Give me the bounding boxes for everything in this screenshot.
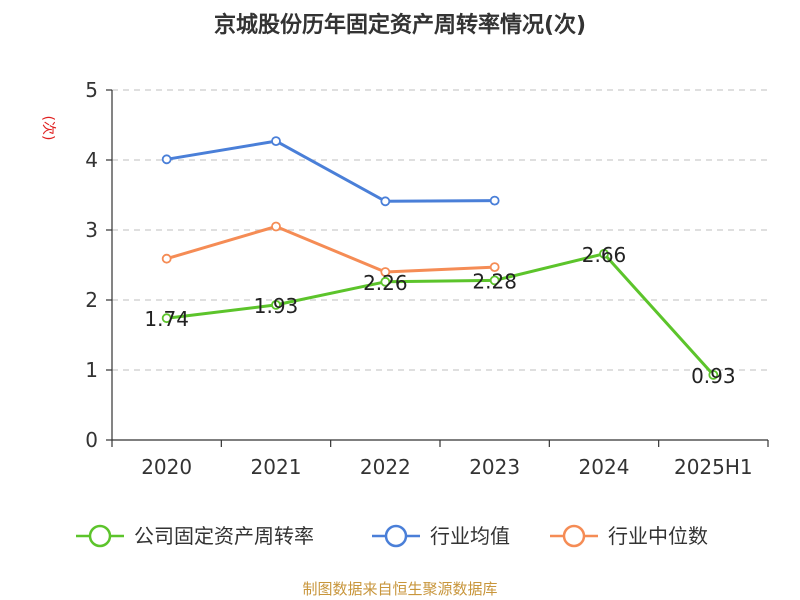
data-label: 2.26: [363, 271, 408, 295]
data-label: 0.93: [691, 364, 736, 388]
legend-label: 行业均值: [430, 524, 510, 548]
y-tick-label: 3: [85, 218, 98, 242]
series-line: [166, 252, 715, 376]
y-tick-label: 2: [85, 288, 98, 312]
series-point: [708, 369, 719, 380]
y-tick-label: 4: [85, 148, 98, 172]
legend-label: 公司固定资产周转率: [134, 524, 314, 548]
data-label: 2.66: [582, 243, 627, 267]
y-tick-label: 1: [85, 358, 98, 382]
x-tick-label: 2022: [360, 455, 411, 479]
legend-marker: [88, 524, 112, 548]
x-tick-label: 2023: [469, 455, 520, 479]
series-point: [380, 267, 391, 277]
data-label: 1.74: [144, 307, 189, 331]
legend-label: 行业中位数: [608, 524, 708, 548]
data-label: 2.28: [472, 269, 517, 293]
legend: 公司固定资产周转率 行业均值 行业中位数: [76, 524, 708, 548]
legend-marker: [562, 524, 586, 548]
data-label: 1.93: [254, 294, 299, 318]
series-point: [599, 248, 609, 259]
series-point: [161, 313, 172, 324]
source-note: 制图数据来自恒生聚源数据库: [302, 580, 497, 598]
series-point: [489, 262, 500, 273]
series-layer: [161, 136, 719, 380]
series-point: [271, 221, 281, 232]
series-line: [166, 139, 495, 203]
series-point: [161, 253, 172, 264]
x-tick-label: 2024: [579, 455, 630, 479]
x-tick-label: 2021: [251, 455, 302, 479]
y-tick-label: 5: [85, 78, 98, 102]
series-point: [161, 154, 172, 165]
series-point: [489, 195, 500, 206]
series-point: [271, 299, 281, 310]
series-point: [271, 136, 281, 147]
series-point: [489, 275, 500, 286]
data-labels: 1.74 1.93 2.26 2.28 2.66 0.93: [144, 243, 735, 388]
series-point: [380, 276, 391, 287]
axes: 0 1 2 3 4 5 2020 2021 2022 2023 2024 2025H1: [85, 78, 769, 479]
legend-marker: [384, 524, 408, 548]
y-tick-label: 0: [85, 428, 98, 452]
series-line: [166, 225, 495, 274]
y-axis-label: (次): [40, 116, 56, 141]
chart-title: 京城股份历年固定资产周转率情况(次): [214, 12, 586, 38]
series-point: [380, 196, 391, 207]
x-tick-label: 2020: [141, 455, 192, 479]
x-tick-label: 2025H1: [674, 455, 753, 479]
